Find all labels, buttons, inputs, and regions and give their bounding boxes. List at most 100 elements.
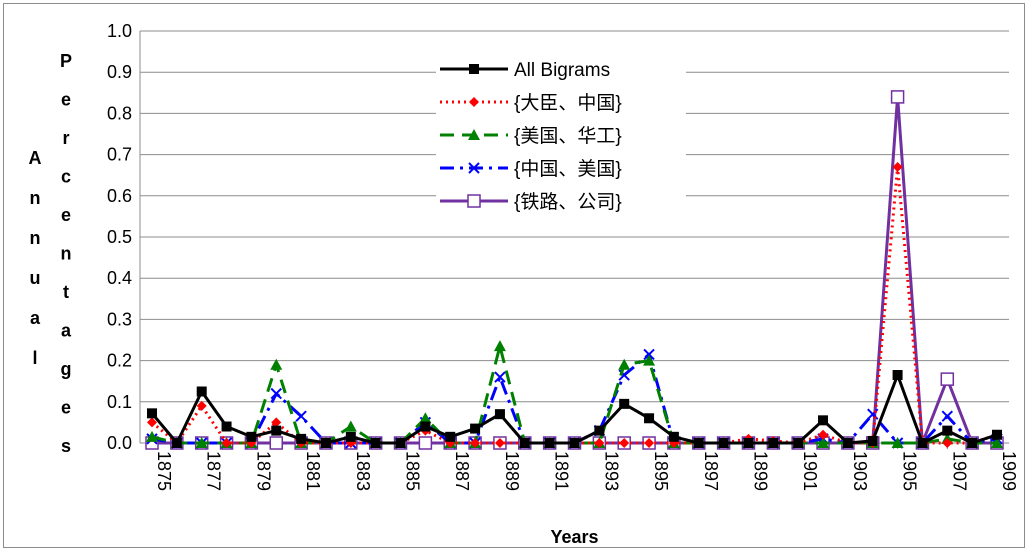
series-point — [793, 438, 804, 448]
series-point — [618, 358, 631, 370]
y-tick-label: 0.8 — [107, 103, 132, 123]
y-axis: 0.0 0.1 0.2 0.3 0.4 0.5 0.6 0.7 0.8 0.9 1.0 — [107, 21, 132, 453]
y-tick-label: 0.6 — [107, 186, 132, 206]
series-point — [270, 387, 282, 400]
series-point — [891, 437, 904, 448]
legend-marker — [469, 97, 479, 107]
legend-label: {中国、美国} — [514, 158, 622, 180]
legend-label: {美国、华工} — [514, 125, 622, 147]
series-point — [494, 409, 505, 420]
series-point — [569, 438, 580, 448]
y-axis-title-letter: l — [32, 348, 37, 368]
series-point — [344, 420, 357, 432]
y-tick-label: 0.3 — [107, 309, 132, 329]
series-point — [295, 410, 307, 422]
y-axis-title-letter: A — [29, 148, 42, 168]
series-point — [890, 90, 905, 104]
x-tick-label: 1895 — [651, 451, 671, 491]
x-tick-label: 1881 — [303, 451, 323, 491]
x-tick-label: 1907 — [949, 451, 969, 491]
series-point — [693, 438, 704, 448]
series-point — [370, 438, 381, 448]
y-axis-title-letter: c — [61, 167, 71, 187]
y-tick-label: 0.1 — [107, 392, 132, 412]
series-point — [940, 372, 955, 386]
series-point — [942, 438, 953, 448]
legend: All Bigrams {大臣、中国} {美国、华工} {中国、美国} {铁路、公司} — [436, 54, 686, 216]
y-axis-title-letter: n — [61, 244, 72, 264]
series-point — [818, 429, 829, 440]
series-point — [146, 430, 158, 442]
y-axis-title-letter: u — [30, 268, 41, 288]
series-point — [221, 421, 232, 432]
series-point — [418, 436, 433, 450]
series-point — [892, 161, 903, 172]
y-tick-label: 0.0 — [107, 433, 132, 453]
series-point — [643, 354, 656, 366]
x-tick-label: 1887 — [452, 451, 472, 491]
series-point — [470, 423, 481, 434]
series-point — [842, 438, 853, 448]
series-point — [817, 437, 830, 448]
x-tick-label: 1903 — [850, 451, 870, 491]
y-tick-label: 1.0 — [107, 21, 132, 41]
series-point — [494, 438, 505, 448]
series-0 — [147, 370, 1002, 448]
x-tick-label: 1901 — [800, 451, 820, 491]
legend-label: All Bigrams — [514, 60, 610, 81]
y-axis-title-letter: a — [61, 321, 72, 341]
series-point — [718, 438, 729, 448]
x-tick-label: 1899 — [750, 451, 770, 491]
series-point — [942, 425, 953, 436]
y-axis-title-letter: e — [61, 90, 71, 110]
series-point — [419, 412, 432, 424]
x-tick-label: 1889 — [502, 451, 522, 491]
x-tick-label: 1875 — [154, 451, 174, 491]
series-point — [743, 438, 754, 448]
y-axis-title-letter: a — [30, 308, 41, 328]
x-tick-label: 1879 — [253, 451, 273, 491]
x-tick-label: 1885 — [403, 451, 423, 491]
series-point — [196, 400, 207, 411]
x-tick-label: 1905 — [900, 451, 920, 491]
y-axis-title-letter: n — [30, 188, 41, 208]
y-axis-title-letter: r — [62, 128, 69, 148]
series-point — [544, 438, 555, 448]
x-tick-label: 1893 — [601, 451, 621, 491]
series-point — [643, 348, 655, 361]
series-point — [445, 431, 456, 442]
y-tick-label: 0.9 — [107, 62, 132, 82]
y-axis-title-letter: e — [61, 205, 71, 225]
series-point — [271, 425, 282, 436]
series-point — [991, 437, 1003, 448]
series-point — [270, 358, 283, 370]
series-line — [151, 352, 998, 445]
legend-label: {铁路、公司} — [514, 191, 622, 213]
series-point — [195, 437, 208, 448]
series-point — [470, 438, 481, 448]
x-tick-label: 1877 — [204, 451, 224, 491]
legend-marker — [468, 162, 480, 174]
legend-marker — [467, 194, 481, 208]
series-point — [594, 425, 605, 436]
series-point — [171, 438, 182, 448]
series-point — [494, 371, 506, 383]
y-tick-label: 0.5 — [107, 227, 132, 247]
series-point — [246, 431, 257, 442]
series-point — [320, 438, 331, 448]
series-point — [818, 415, 829, 426]
y-tick-label: 0.7 — [107, 145, 132, 165]
x-axis: 1875 1877 1879 1881 1883 1885 1887 1889 1891 1893… — [151, 443, 1019, 491]
series-point — [594, 438, 605, 448]
y-axis-title-letter: P — [60, 51, 72, 71]
y-axis-title-letter: t — [63, 282, 69, 302]
series-point — [941, 410, 954, 422]
series-point — [992, 429, 1002, 440]
x-tick-label: 1883 — [353, 451, 373, 491]
series-point — [345, 431, 356, 442]
series-point — [395, 438, 406, 448]
series-point — [519, 438, 530, 448]
legend-marker — [469, 64, 479, 74]
